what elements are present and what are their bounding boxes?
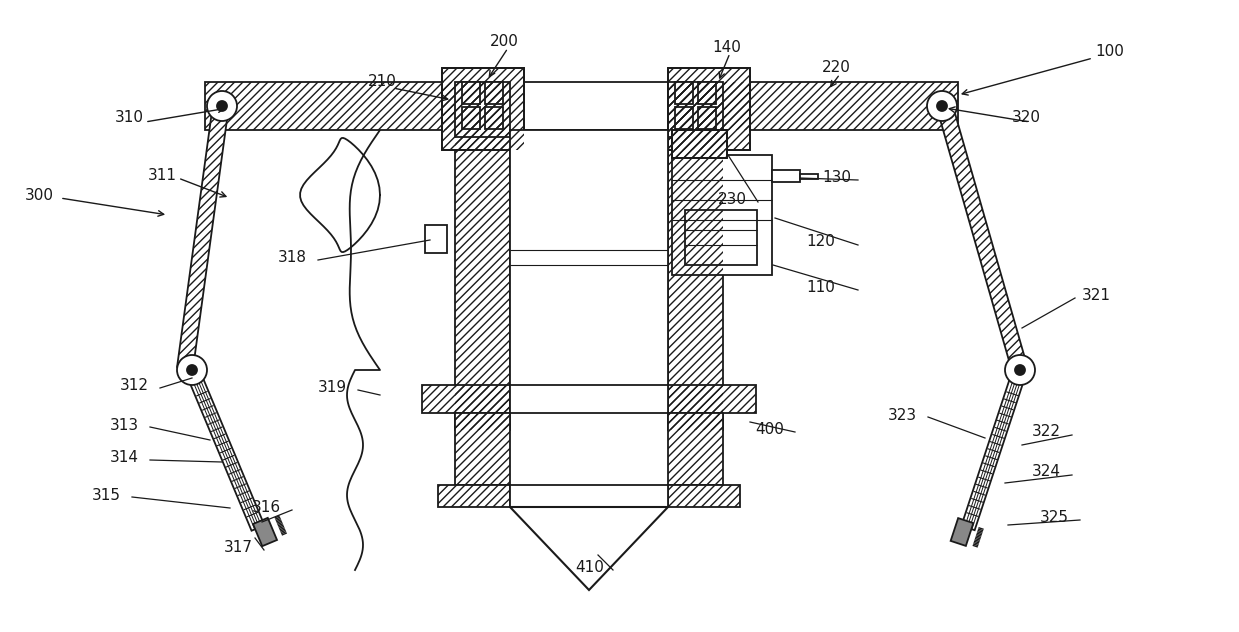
Text: 321: 321 [1082, 288, 1111, 303]
Text: 319: 319 [318, 380, 347, 396]
Bar [698, 82, 716, 104]
Circle shape [187, 365, 197, 375]
Text: 320: 320 [1012, 111, 1041, 126]
Bar [204, 82, 455, 130]
Circle shape [177, 355, 207, 385]
Bar [672, 130, 727, 158]
Bar [668, 485, 740, 507]
Bar [672, 130, 727, 158]
Text: 312: 312 [120, 377, 149, 392]
Bar [668, 385, 756, 413]
Text: 130: 130 [821, 171, 851, 186]
Bar [455, 82, 668, 130]
Bar [668, 413, 724, 485]
Bar [698, 107, 716, 129]
Text: 230: 230 [717, 193, 747, 207]
Polygon shape [186, 367, 264, 531]
Bar [442, 68, 524, 150]
Bar [675, 82, 693, 104]
Text: 322: 322 [1032, 425, 1061, 439]
Text: 200: 200 [489, 35, 519, 49]
Circle shape [927, 91, 957, 121]
Text: 310: 310 [115, 111, 144, 126]
Bar [455, 413, 510, 485]
Polygon shape [510, 507, 668, 590]
Bar [484, 107, 503, 129]
Bar [422, 385, 510, 413]
Bar [462, 82, 479, 104]
Bar [484, 107, 503, 129]
Bar [675, 107, 693, 129]
Bar [698, 82, 716, 104]
Text: 323: 323 [888, 408, 917, 423]
Bar [442, 68, 524, 150]
Bar [510, 130, 668, 390]
Bar [439, 485, 510, 507]
Bar [455, 82, 510, 430]
Bar [668, 82, 724, 430]
Text: 324: 324 [1032, 465, 1061, 480]
Text: 325: 325 [1040, 511, 1069, 525]
Text: 300: 300 [25, 188, 55, 202]
Bar [668, 82, 724, 430]
Text: 410: 410 [575, 561, 603, 576]
Bar [462, 107, 479, 129]
Bar [455, 82, 510, 137]
Bar [668, 68, 750, 150]
Bar [668, 485, 740, 507]
Bar [510, 485, 668, 507]
Circle shape [217, 101, 227, 111]
Circle shape [1005, 355, 1035, 385]
Circle shape [1015, 365, 1025, 375]
Bar [442, 68, 524, 150]
Bar [772, 170, 800, 182]
Text: 400: 400 [755, 423, 784, 437]
Bar [685, 210, 757, 265]
Bar [672, 155, 772, 275]
Polygon shape [950, 518, 974, 546]
Text: 313: 313 [110, 418, 139, 432]
Text: 210: 210 [368, 75, 396, 90]
Bar [668, 82, 958, 130]
Text: 140: 140 [712, 40, 741, 56]
Text: 120: 120 [807, 234, 835, 250]
Bar [668, 68, 750, 150]
Bar [510, 385, 668, 413]
Text: 311: 311 [147, 167, 177, 183]
Text: 316: 316 [252, 501, 281, 516]
Bar [668, 413, 724, 485]
Bar [698, 107, 716, 129]
Bar [484, 82, 503, 104]
Polygon shape [934, 95, 1027, 372]
Bar [672, 130, 727, 158]
Bar [675, 82, 693, 104]
Bar [455, 413, 510, 485]
Bar [425, 225, 447, 253]
Text: 314: 314 [110, 451, 139, 466]
Text: 317: 317 [224, 540, 253, 556]
Polygon shape [253, 518, 278, 546]
Text: 318: 318 [278, 250, 307, 265]
Bar [462, 82, 479, 104]
Bar [462, 107, 479, 129]
Bar [484, 82, 503, 104]
Bar [439, 485, 510, 507]
Text: 315: 315 [92, 487, 121, 502]
Circle shape [937, 101, 947, 111]
Bar [204, 82, 455, 130]
Bar [455, 82, 510, 430]
Bar [422, 385, 510, 413]
Bar [675, 107, 693, 129]
Text: 220: 220 [821, 61, 851, 75]
Bar [668, 68, 750, 150]
Circle shape [207, 91, 237, 121]
Polygon shape [961, 368, 1027, 530]
Polygon shape [177, 96, 230, 369]
Bar [668, 385, 756, 413]
Bar [668, 82, 958, 130]
Bar [800, 174, 818, 179]
Text: 110: 110 [807, 281, 835, 296]
Bar [668, 82, 724, 137]
Text: 100: 100 [1095, 44, 1124, 59]
